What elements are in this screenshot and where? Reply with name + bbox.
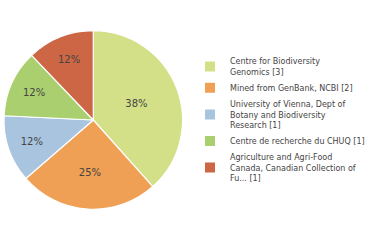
svg-text:12%: 12% xyxy=(23,87,45,98)
svg-text:Centre de recherche du CHUQ [1: Centre de recherche du CHUQ [1] xyxy=(230,137,365,146)
svg-text:12%: 12% xyxy=(58,54,80,65)
svg-text:Agriculture and Agri-FoodCanad: Agriculture and Agri-FoodCanada, Canadia… xyxy=(230,153,356,183)
svg-text:12%: 12% xyxy=(21,136,43,147)
svg-text:University of Vienna, Dept ofB: University of Vienna, Dept ofBotany and … xyxy=(230,100,345,130)
svg-text:Centre for BiodiversityGenomic: Centre for BiodiversityGenomics [3] xyxy=(230,57,320,76)
svg-text:Mined from GenBank, NCBI [2]: Mined from GenBank, NCBI [2] xyxy=(230,84,353,93)
svg-text:38%: 38% xyxy=(125,98,147,109)
svg-text:25%: 25% xyxy=(79,167,101,178)
